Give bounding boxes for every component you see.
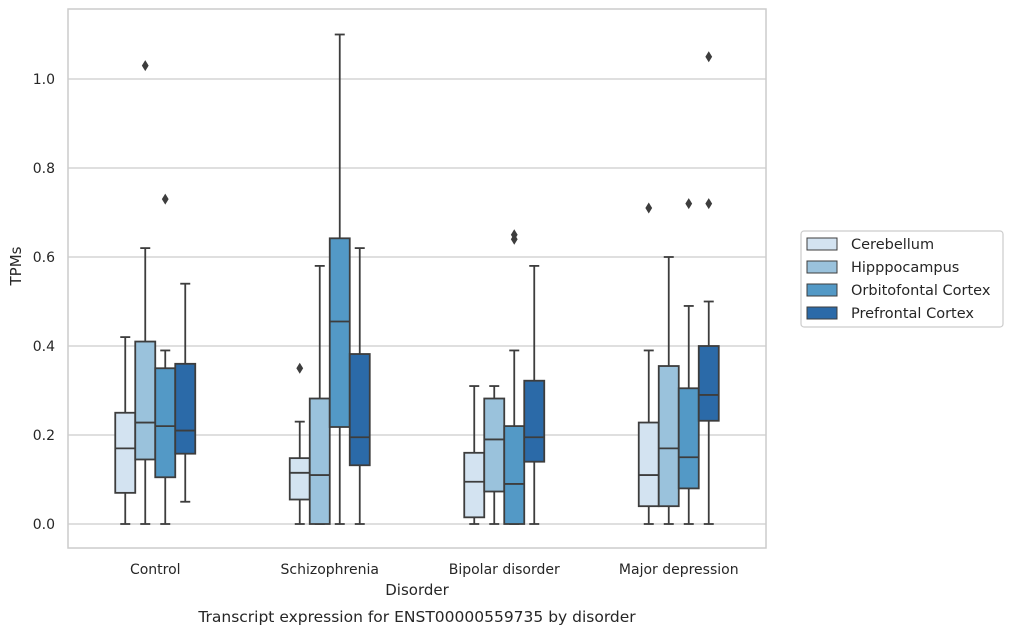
box-2-0 <box>154 193 177 525</box>
box-3-1 <box>348 247 371 525</box>
outlier-point <box>705 51 713 63</box>
legend-item: Cerebellum <box>806 237 934 253</box>
box-1-3 <box>657 256 680 525</box>
outlier-point <box>510 229 518 241</box>
x-axis-label: Disorder <box>385 581 449 599</box>
box-3-0 <box>174 282 197 503</box>
legend-item: Hipppocampus <box>806 260 959 276</box>
box-2-1 <box>328 33 351 525</box>
outlier-point <box>141 60 149 72</box>
outlier-point <box>705 198 713 210</box>
box-body <box>483 397 506 493</box>
box-body <box>657 365 680 508</box>
box-body <box>134 340 157 461</box>
y-tick-label: 0.0 <box>33 517 55 533</box>
legend-label: Cerebellum <box>851 237 934 253</box>
box-0-1 <box>288 362 311 525</box>
box-3-3 <box>697 51 720 525</box>
legend-swatch <box>806 237 838 251</box>
legend-label: Orbitofontal Cortex <box>851 283 991 299</box>
box-body <box>463 451 486 519</box>
legend-swatch <box>806 260 838 274</box>
legend-swatch <box>806 306 838 320</box>
box-2-2 <box>503 229 526 525</box>
box-body <box>503 425 526 525</box>
box-body <box>174 362 197 455</box>
y-axis-label: TPMs <box>7 246 25 286</box>
y-tick-label: 0.6 <box>33 250 55 266</box>
legend-label: Hipppocampus <box>851 260 959 276</box>
box-body <box>328 237 351 428</box>
box-0-2 <box>463 385 486 525</box>
outlier-point <box>645 202 653 214</box>
outlier-point <box>685 198 693 210</box>
box-0-0 <box>114 336 137 525</box>
x-axis-ticks: Control Schizophrenia Bipolar disorder Majo… <box>130 562 739 578</box>
box-1-0 <box>134 60 157 525</box>
outlier-point <box>296 362 304 374</box>
box-body <box>637 421 660 508</box>
plot-marks <box>114 33 720 525</box>
box-body <box>288 457 311 501</box>
plot-frame <box>67 8 767 549</box>
box-1-1 <box>308 264 331 525</box>
x-tick-label: Control <box>130 562 181 578</box>
box-body <box>154 367 177 479</box>
y-tick-label: 0.2 <box>33 428 55 444</box>
x-tick-label: Bipolar disorder <box>449 562 560 578</box>
box-body <box>348 353 371 467</box>
chart-caption: Transcript expression for ENST0000055973… <box>197 608 636 626</box>
legend-item: Orbitofontal Cortex <box>806 283 991 299</box>
legend-label: Prefrontal Cortex <box>851 306 974 322</box>
box-3-2 <box>523 264 546 525</box>
x-tick-label: Schizophrenia <box>281 562 379 578</box>
box-body <box>523 379 546 463</box>
box-1-2 <box>483 385 506 525</box>
y-axis-ticks: 0.0 0.2 0.4 0.6 0.8 1.0 <box>33 72 55 533</box>
legend-frame <box>800 230 1004 328</box>
legend-item: Prefrontal Cortex <box>806 306 974 322</box>
box-0-3 <box>637 202 660 525</box>
y-tick-label: 0.4 <box>33 339 55 355</box>
y-tick-label: 0.8 <box>33 161 55 177</box>
box-body <box>677 387 700 490</box>
box-2-3 <box>677 198 700 525</box>
box-body <box>697 345 720 422</box>
outlier-point <box>161 193 169 205</box>
box-body <box>308 397 331 525</box>
y-tick-label: 1.0 <box>33 72 55 88</box>
legend-swatch <box>806 283 838 297</box>
x-tick-label: Major depression <box>619 562 739 578</box>
box-body <box>114 411 137 494</box>
legend: Cerebellum Hipppocampus Orbitofontal Corte… <box>800 230 1004 328</box>
